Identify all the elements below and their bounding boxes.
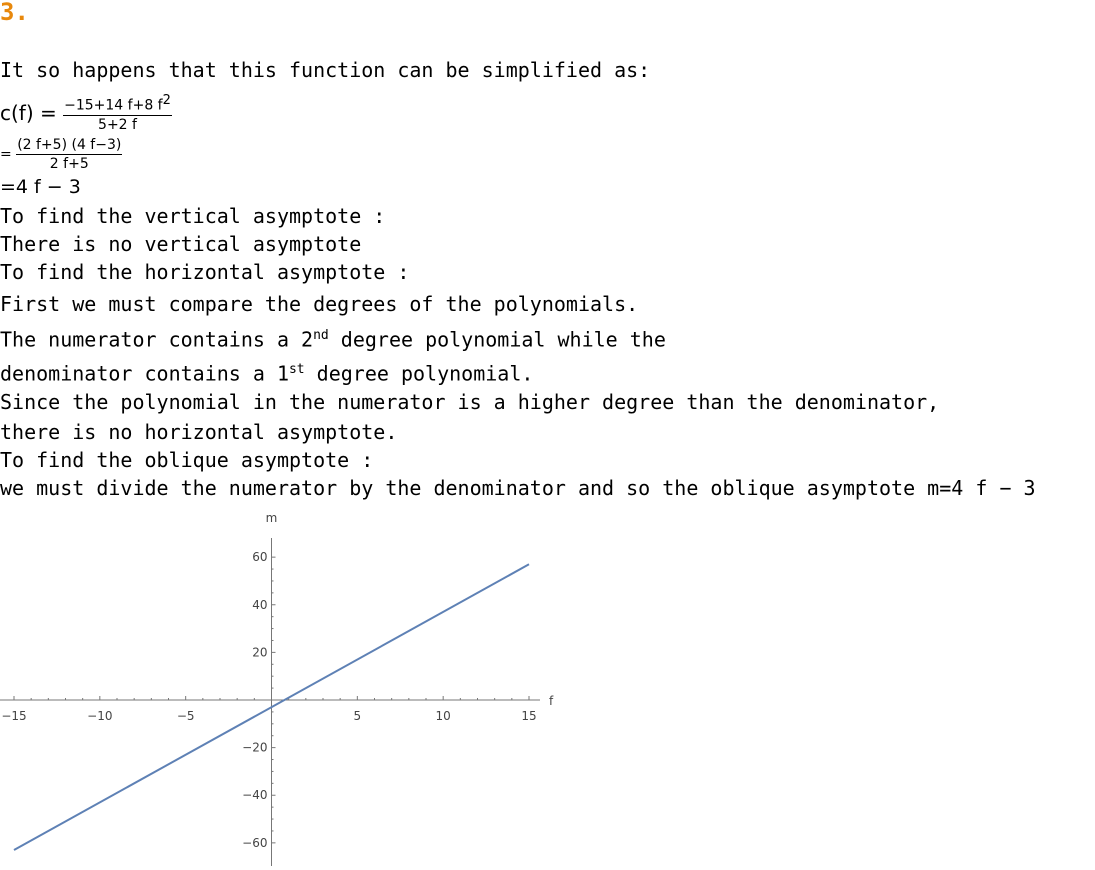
y-tick-label: −40 bbox=[242, 788, 267, 802]
y-tick-label: 20 bbox=[252, 645, 267, 659]
fraction-2-denominator: 2 f+5 bbox=[49, 156, 89, 172]
denominator-sup: st bbox=[288, 362, 305, 377]
fraction-2: (2 f+5) (4 f−3) 2 f+5 bbox=[16, 136, 123, 173]
fraction-1: −15+14 f+8 f2 5+2 f bbox=[63, 92, 172, 134]
compare-text: First we must compare the degrees of the… bbox=[0, 292, 639, 316]
numerator-line: The numerator contains a 2nd degree poly… bbox=[0, 324, 666, 352]
oblique-text: we must divide the numerator by the deno… bbox=[0, 476, 1036, 500]
y-tick-label: 60 bbox=[252, 550, 267, 564]
x-tick-label: −15 bbox=[1, 709, 26, 723]
intro-text: It so happens that this function can be … bbox=[0, 58, 651, 82]
series-line bbox=[13, 563, 530, 851]
fraction-2-numerator: (2 f+5) (4 f−3) bbox=[16, 137, 123, 155]
equation-3: =4 f − 3 bbox=[0, 176, 81, 198]
numerator-text-a: The numerator contains a 2 bbox=[0, 327, 314, 352]
denominator-text-b: degree polynomial. bbox=[304, 361, 534, 386]
vertical-result: There is no vertical asymptote bbox=[0, 232, 362, 256]
fraction-1-denominator: 5+2 f bbox=[98, 116, 137, 133]
equation-2-prefix: = bbox=[0, 146, 12, 163]
y-tick-label: −60 bbox=[242, 836, 267, 850]
y-axis-label: m bbox=[266, 511, 278, 525]
denominator-line: denominator contains a 1st degree polyno… bbox=[0, 358, 533, 386]
numerator-sup: nd bbox=[313, 328, 329, 343]
question-number: 3. bbox=[0, 0, 29, 26]
equation-1: c(f) = −15+14 f+8 f2 5+2 f bbox=[0, 92, 172, 134]
oblique-heading: To find the oblique asymptote : bbox=[0, 448, 374, 472]
oblique-asymptote-chart: −15 −10 −5 5 10 15 60 40 20 −20 −40 −60 f m bbox=[0, 511, 554, 866]
x-tick-label: −10 bbox=[87, 709, 112, 723]
x-tick-label: −5 bbox=[177, 709, 195, 723]
equation-2: = (2 f+5) (4 f−3) 2 f+5 bbox=[0, 136, 123, 173]
fraction-1-exponent: 2 bbox=[162, 93, 171, 108]
vertical-heading: To find the vertical asymptote : bbox=[0, 204, 386, 228]
x-tick-label: 15 bbox=[521, 709, 536, 723]
since-text: Since the polynomial in the numerator is… bbox=[0, 390, 940, 414]
denominator-text-a: denominator contains a 1 bbox=[0, 361, 289, 386]
x-axis-label: f bbox=[549, 694, 554, 708]
y-tick-label: −20 bbox=[242, 741, 267, 755]
fraction-1-numerator: −15+14 f+8 f bbox=[64, 97, 163, 114]
equation-lhs: c(f) = bbox=[0, 100, 57, 125]
y-tick-label: 40 bbox=[252, 598, 267, 612]
no-horizontal-text: there is no horizontal asymptote. bbox=[0, 420, 398, 444]
horizontal-heading: To find the horizontal asymptote : bbox=[0, 260, 410, 284]
x-tick-label: 5 bbox=[354, 709, 362, 723]
numerator-text-b: degree polynomial while the bbox=[328, 327, 666, 352]
x-tick-label: 10 bbox=[436, 709, 451, 723]
